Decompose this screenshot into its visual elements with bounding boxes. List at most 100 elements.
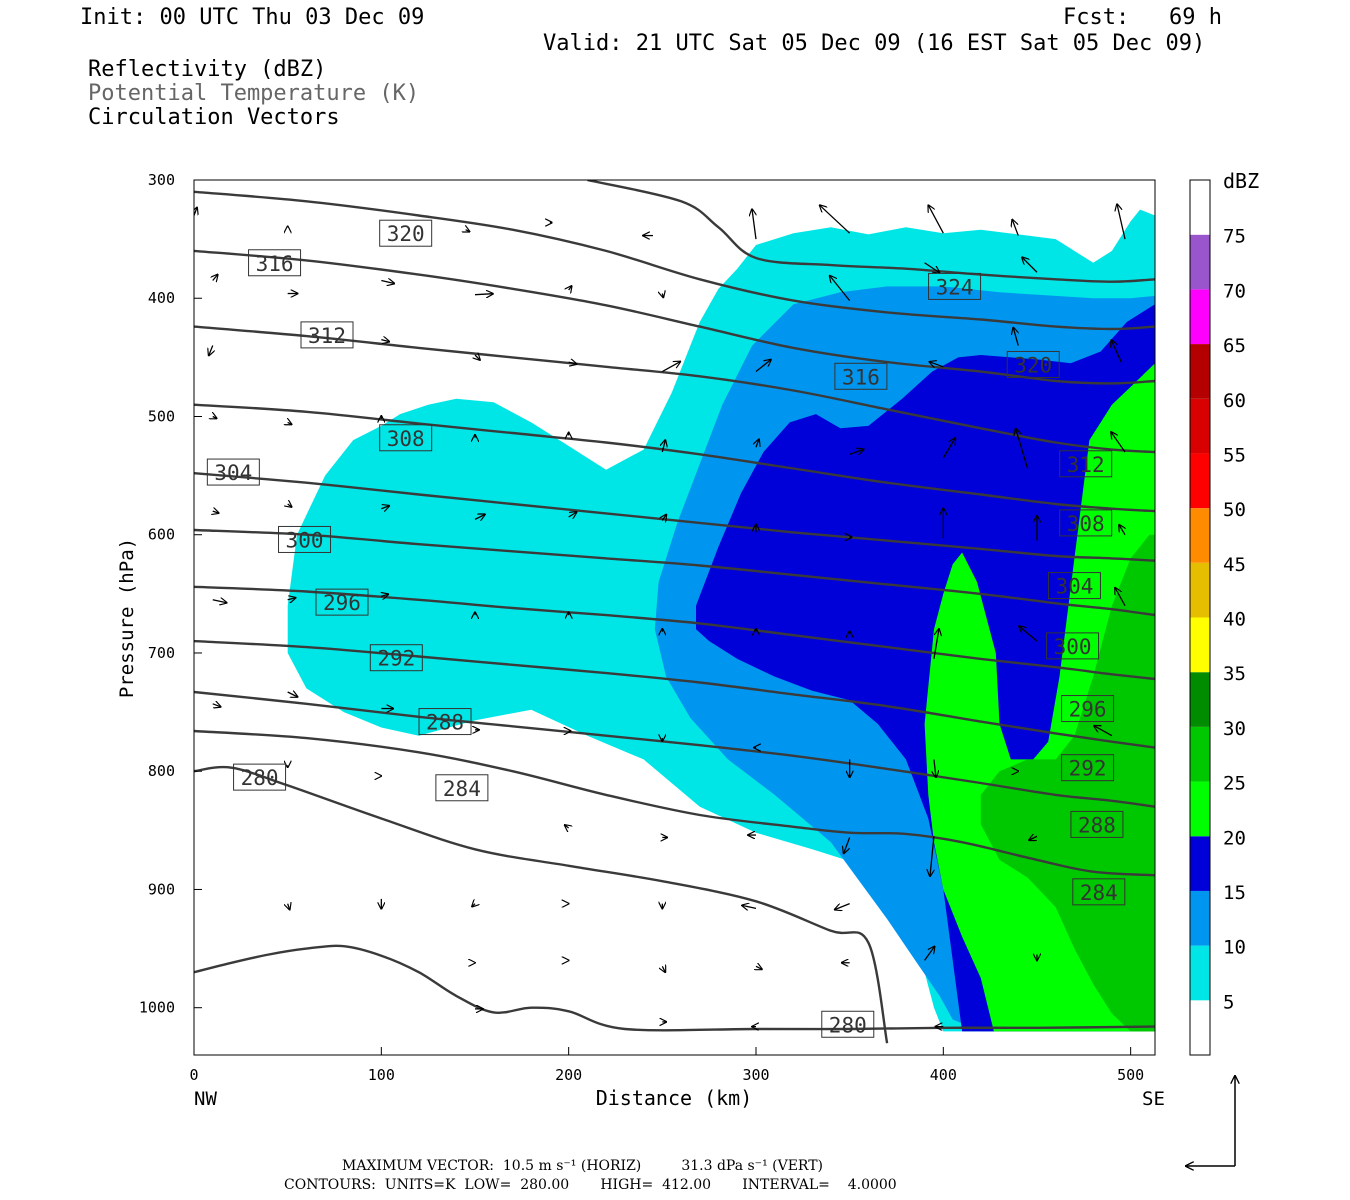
- contour-label: 292: [1069, 757, 1107, 781]
- colorbar-swatch: [1190, 726, 1210, 782]
- theta-contour-284: [194, 729, 1155, 877]
- contour-label-box: [1061, 695, 1115, 723]
- forecast-hour: Fcst: 69 h: [1063, 5, 1222, 30]
- x-tick-label: 300: [742, 1066, 769, 1084]
- theta-contour-324: [587, 180, 1155, 283]
- contour-label-box: [300, 321, 354, 349]
- circulation-vector: [474, 294, 493, 295]
- y-tick-label: 400: [148, 289, 175, 307]
- circulation-vector: [381, 340, 389, 342]
- colorbar-swatch: [1190, 289, 1210, 345]
- contour-label-box: [248, 249, 302, 277]
- init-time: Init: 00 UTC Thu 03 Dec 09: [80, 5, 425, 30]
- contour-label: 296: [323, 591, 361, 615]
- colorbar-level-label: 55: [1223, 444, 1246, 466]
- circulation-vector: [752, 209, 756, 240]
- circulation-vector: [1115, 588, 1126, 606]
- colorbar-swatch: [1190, 453, 1210, 509]
- contour-label-box: [1059, 450, 1113, 478]
- valid-time: Valid: 21 UTC Sat 05 Dec 09 (16 EST Sat …: [543, 31, 1206, 56]
- field-potential-temperature: Potential Temperature (K): [88, 81, 420, 106]
- circulation-vector: [830, 276, 851, 302]
- contour-label: 320: [387, 222, 425, 246]
- circulation-vector: [213, 275, 218, 281]
- circulation-vector: [213, 511, 219, 513]
- colorbar-swatch: [1190, 234, 1210, 290]
- colorbar-swatch: [1190, 1000, 1210, 1055]
- max-vector-note: MAXIMUM VECTOR: 10.5 m s⁻¹ (HORIZ) 31.3 …: [342, 1158, 824, 1174]
- circulation-vector: [662, 966, 665, 972]
- colorbar-level-label: 65: [1223, 335, 1246, 357]
- contour-label: 308: [387, 427, 425, 451]
- circulation-vector: [1117, 204, 1126, 240]
- circulation-vector: [212, 600, 227, 603]
- y-axis-label: Pressure (hPa): [116, 538, 138, 698]
- y-tick-label: 700: [148, 644, 175, 662]
- contour-label-box: [1061, 754, 1115, 782]
- circulation-vector: [212, 704, 221, 707]
- circulation-vector: [288, 504, 292, 507]
- contour-label: 288: [426, 711, 464, 735]
- y-tick-label: 1000: [139, 999, 175, 1017]
- colorbar-swatch: [1190, 890, 1210, 946]
- colorbar-unit: dBZ: [1223, 169, 1259, 193]
- colorbar-level-label: 15: [1223, 882, 1246, 904]
- contour-label: 280: [829, 1013, 867, 1037]
- colorbar-swatch: [1190, 672, 1210, 727]
- circulation-vector: [381, 281, 394, 284]
- circulation-vector: [1012, 220, 1019, 236]
- colorbar-level-label: 70: [1223, 280, 1246, 302]
- theta-contour-320: [194, 190, 1155, 331]
- circulation-vector: [928, 205, 944, 234]
- contour-label-box: [1047, 572, 1101, 600]
- contour-label: 296: [1069, 698, 1107, 722]
- circulation-vector: [1022, 257, 1038, 273]
- circulation-vector: [924, 946, 935, 961]
- field-circulation-vectors: Circulation Vectors: [88, 105, 340, 130]
- colorbar-level-label: 25: [1223, 773, 1246, 795]
- reference-vector-icon: [1186, 1076, 1235, 1166]
- contour-label: 316: [256, 252, 294, 276]
- contour-info-note: CONTOURS: UNITS=K LOW= 280.00 HIGH= 412.…: [284, 1177, 897, 1193]
- x-end-label-se: SE: [1142, 1088, 1165, 1110]
- colorbar-level-label: 50: [1223, 499, 1246, 521]
- theta-contour-316: [194, 249, 1155, 385]
- theta-contour-288: [194, 690, 1155, 808]
- circulation-vector: [930, 836, 935, 876]
- circulation-vector: [755, 360, 771, 373]
- circulation-vector: [209, 345, 213, 356]
- colorbar-swatch: [1190, 781, 1210, 837]
- contour-label: 320: [1014, 353, 1052, 377]
- y-tick-label: 800: [148, 762, 175, 780]
- circulation-vector: [466, 230, 470, 232]
- circulation-vectors: [194, 204, 1125, 1026]
- contour-label-box: [1006, 350, 1060, 378]
- x-tick-label: 400: [930, 1066, 957, 1084]
- contour-label-box: [418, 708, 472, 736]
- circulation-vector: [213, 416, 217, 418]
- colorbar-swatch: [1190, 945, 1210, 1001]
- contour-label-box: [379, 219, 433, 247]
- circulation-vector: [942, 438, 955, 459]
- colorbar-swatch: [1190, 344, 1210, 399]
- circulation-vector: [756, 966, 762, 969]
- contour-label-box: [369, 644, 423, 672]
- colorbar-level-label: 75: [1223, 226, 1246, 248]
- theta-contour-280: [194, 765, 889, 1044]
- circulation-vector: [742, 905, 757, 908]
- contour-label: 284: [443, 777, 481, 801]
- contour-label-box: [821, 1010, 875, 1038]
- circulation-vector: [1029, 836, 1038, 840]
- circulation-vector: [1119, 525, 1125, 536]
- x-end-label-nw: NW: [194, 1088, 217, 1110]
- circulation-vector: [844, 837, 851, 853]
- contour-label: 316: [842, 365, 880, 389]
- circulation-vector: [924, 262, 940, 273]
- circulation-vector: [381, 506, 389, 509]
- circulation-vector: [472, 904, 475, 907]
- contour-label: 292: [377, 647, 415, 671]
- colorbar-level-label: 35: [1223, 663, 1246, 685]
- colorbar-level-label: 40: [1223, 609, 1246, 631]
- colorbar-level-label: 10: [1223, 937, 1246, 959]
